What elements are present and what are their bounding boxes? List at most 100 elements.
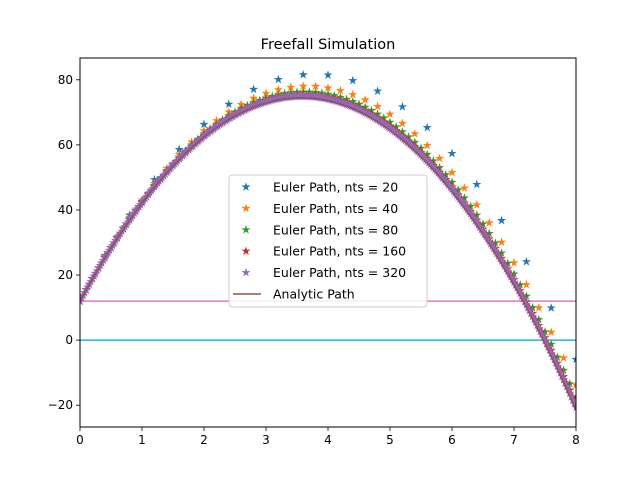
y-tick-label: 80: [58, 73, 73, 87]
series-2-point: [559, 365, 569, 375]
series-4-point: [541, 339, 552, 348]
legend: Euler Path, nts = 20 Euler Path, nts = 40…: [228, 174, 428, 308]
series-0-point: [373, 86, 383, 96]
y-tick-label: 40: [58, 203, 73, 217]
series-4-point: [419, 153, 429, 162]
series-4-point: [377, 118, 387, 127]
series-4-point: [476, 224, 487, 234]
series-4-point: [478, 227, 488, 236]
series-4-point: [411, 145, 421, 155]
series-2-point: [428, 156, 438, 165]
series-4-point: [509, 277, 519, 287]
legend-label: Analytic Path: [273, 287, 355, 302]
series-0-point: [199, 119, 209, 129]
series-4-point: [473, 220, 483, 229]
series-1-point: [373, 101, 383, 111]
series-4-point: [486, 238, 496, 248]
series-2-point: [422, 149, 432, 159]
legend-marker: [241, 225, 251, 234]
series-1-point: [311, 81, 321, 91]
y-tick-label: 60: [58, 138, 73, 152]
legend-marker: [241, 267, 251, 277]
legend-item: Euler Path, nts = 320: [241, 265, 406, 280]
series-4-point: [456, 196, 466, 206]
series-4-point: [435, 169, 445, 179]
series-4-point: [438, 173, 448, 183]
series-4-point: [510, 280, 521, 289]
series-4-point: [551, 358, 561, 368]
series-4-point: [433, 168, 443, 177]
series-4-point: [490, 246, 500, 255]
analytic-path-line: [80, 96, 576, 411]
series-4-point: [566, 391, 576, 401]
legend-item: Euler Path, nts = 40: [241, 201, 398, 216]
series-4-point: [464, 206, 474, 216]
series-0-point: [174, 144, 184, 154]
series-4-point: [565, 388, 575, 398]
series-4-point: [452, 190, 462, 200]
series-4-point: [421, 154, 431, 164]
series-2-point: [540, 327, 550, 336]
series-4-point: [458, 198, 468, 208]
x-tick-label: 0: [76, 433, 84, 447]
x-tick-label: 4: [324, 433, 332, 447]
series-4-point: [552, 361, 562, 371]
series-4-point: [526, 308, 536, 318]
series-4-point: [399, 134, 409, 144]
x-tick-label: 3: [262, 433, 270, 447]
series-4-point: [560, 378, 570, 387]
series-2-point: [416, 143, 426, 153]
series-4-point: [455, 194, 465, 204]
series-4-point: [414, 148, 425, 158]
legend-label: Euler Path, nts = 80: [273, 222, 398, 237]
series-4-point: [461, 202, 471, 212]
series-4-point: [497, 256, 507, 266]
series-4-point: [450, 188, 460, 198]
series-1-point: [435, 153, 445, 163]
series-4-point: [431, 166, 442, 175]
series-4-point: [407, 141, 417, 150]
series-1-point: [385, 109, 395, 119]
series-4-point: [441, 177, 451, 186]
series-1-point: [447, 167, 457, 177]
series-4-point: [559, 374, 569, 384]
series-4-point: [385, 123, 395, 133]
series-4-point: [469, 213, 479, 223]
series-1-point: [521, 279, 531, 289]
series-4-point: [545, 345, 555, 355]
x-tick-label: 6: [448, 433, 456, 447]
series-4-point: [408, 142, 418, 152]
series-4-point: [397, 133, 407, 142]
series-4-point: [548, 351, 558, 361]
series-4-point: [444, 180, 454, 190]
x-axis: 0 1 2 3 4 5 6 7 8: [76, 427, 580, 447]
series-4-point: [479, 229, 490, 239]
series-4-point: [507, 274, 518, 284]
legend-box: [228, 174, 428, 308]
legend-label: Euler Path, nts = 160: [273, 244, 406, 259]
series-1-point: [546, 327, 556, 337]
series-4-point: [453, 192, 463, 202]
y-tick-label: 0: [65, 333, 73, 347]
series-1-point: [397, 118, 407, 128]
series-4-point: [424, 157, 434, 167]
series-4-point: [425, 159, 435, 169]
series-4-point: [557, 371, 567, 381]
series-2-point: [441, 169, 451, 179]
series-4-point: [504, 269, 514, 279]
series-1-point: [261, 88, 271, 98]
series-5: [80, 96, 576, 411]
series-4-point: [492, 248, 502, 258]
x-tick-label: 1: [138, 433, 146, 447]
series-4-point: [535, 326, 545, 336]
series-1-point: [286, 82, 296, 92]
legend-marker: [241, 203, 251, 213]
series-1-point: [484, 218, 494, 227]
series-4-point: [503, 266, 513, 276]
series-layer: [80, 69, 576, 412]
series-1-point: [559, 353, 569, 362]
series-4-point: [416, 150, 426, 159]
series-4-point: [493, 251, 504, 260]
legend-marker: [241, 182, 251, 191]
